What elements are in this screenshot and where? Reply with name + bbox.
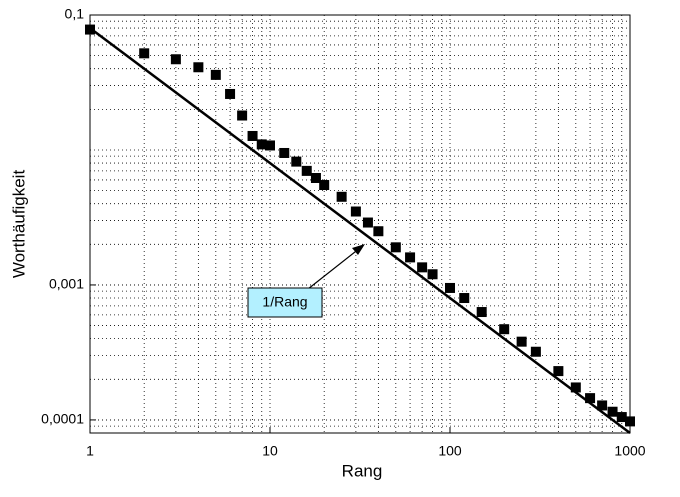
square-marker [301, 165, 312, 176]
square-marker [417, 262, 428, 273]
square-marker [247, 130, 258, 141]
square-marker [256, 139, 267, 150]
square-marker [193, 62, 204, 73]
annotation-arrowhead [352, 244, 365, 255]
line [89, 27, 631, 435]
square-marker [336, 191, 347, 202]
square-marker [607, 406, 618, 417]
x-tick-label: 100 [438, 443, 462, 459]
square-marker [310, 172, 321, 183]
square-marker [570, 382, 581, 393]
square-marker [319, 180, 330, 191]
square-marker [210, 69, 221, 80]
annotation-arrow [307, 247, 361, 290]
square-marker [459, 293, 470, 304]
annotation-box [247, 287, 323, 318]
y-tick-label: 0,1 [65, 6, 85, 22]
square-marker [390, 242, 401, 253]
x-axis-label: Rang [342, 461, 383, 480]
square-marker [616, 412, 627, 423]
square-marker [170, 54, 181, 65]
square-marker [585, 393, 596, 404]
y-tick-label: 0,001 [49, 276, 84, 292]
square-marker [225, 88, 236, 99]
x-tick-label: 10 [262, 443, 278, 459]
square-marker [553, 366, 564, 377]
y-tick-label: 0,0001 [41, 411, 84, 427]
square-marker [597, 400, 608, 411]
square-marker [530, 346, 541, 357]
square-marker [516, 336, 527, 347]
plot-frame [89, 14, 631, 434]
square-marker [265, 140, 275, 151]
square-marker [427, 269, 438, 280]
square-marker [445, 282, 455, 293]
square-marker [237, 110, 248, 121]
square-marker [279, 147, 290, 158]
square-marker [405, 252, 416, 263]
square-marker [476, 307, 487, 318]
y-axis-label: Worthäufigkeit [9, 170, 28, 279]
square-marker [350, 206, 361, 217]
square-marker [291, 156, 302, 167]
square-marker [373, 226, 384, 237]
square-marker [499, 324, 510, 335]
square-marker [625, 416, 635, 427]
x-tick-label: 1 [86, 443, 94, 459]
square-marker [362, 217, 373, 228]
annotation-text: 1/Rang [262, 294, 307, 310]
x-tick-label: 1000 [614, 443, 645, 459]
square-marker [139, 48, 150, 59]
